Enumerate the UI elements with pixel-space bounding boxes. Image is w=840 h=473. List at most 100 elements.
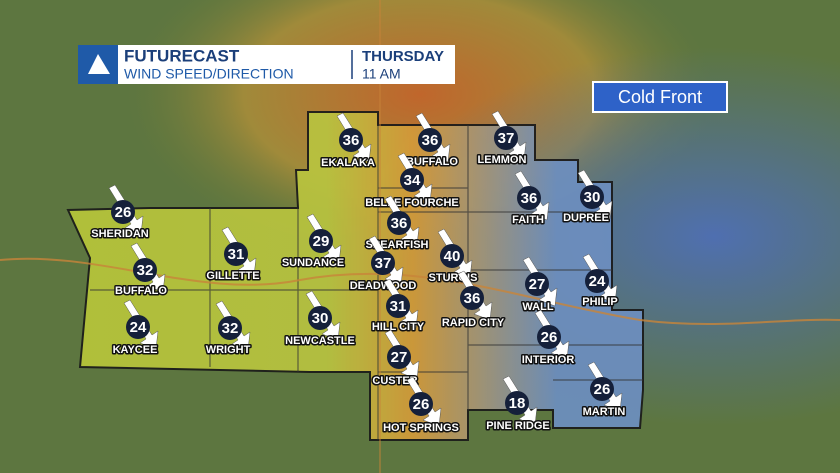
station-name: CUSTER bbox=[372, 375, 417, 387]
station: 30 DUPREE bbox=[562, 169, 613, 225]
station-name: NEWCASTLE bbox=[285, 335, 355, 347]
wind-speed: 30 bbox=[584, 189, 601, 206]
station-name: MARTIN bbox=[583, 406, 626, 418]
station-name: WALL bbox=[522, 301, 553, 313]
station: 27 CUSTER bbox=[371, 329, 420, 388]
wind-speed: 26 bbox=[413, 396, 430, 413]
speed-badge bbox=[308, 306, 332, 330]
header: FUTURECAST WIND SPEED/DIRECTION THURSDAY… bbox=[78, 45, 455, 84]
station-name: BUFFALO bbox=[115, 285, 167, 297]
wind-speed: 31 bbox=[390, 298, 407, 315]
station: 26 INTERIOR bbox=[520, 309, 576, 367]
station-name: SHERIDAN bbox=[91, 228, 149, 240]
station: 36 FAITH bbox=[511, 170, 550, 227]
wind-speed: 27 bbox=[391, 349, 408, 366]
wind-speed: 26 bbox=[115, 204, 132, 221]
speed-badge bbox=[126, 315, 150, 339]
front-legend: Cold Front bbox=[592, 81, 728, 113]
wind-speed: 27 bbox=[529, 276, 546, 293]
station-name: INTERIOR bbox=[522, 354, 575, 366]
header-subtitle: WIND SPEED/DIRECTION bbox=[124, 66, 294, 82]
station-name: BELLE FOURCHE bbox=[365, 197, 459, 209]
wind-speed: 18 bbox=[509, 395, 526, 412]
wind-speed: 37 bbox=[498, 130, 515, 147]
station-name: HILL CITY bbox=[372, 321, 425, 333]
station-name: WRIGHT bbox=[206, 344, 251, 356]
speed-badge bbox=[111, 200, 135, 224]
logo-mark bbox=[88, 54, 110, 74]
station: 36 EKALAKA bbox=[320, 112, 376, 170]
station: 26 SHERIDAN bbox=[90, 184, 150, 241]
station: 32 WRIGHT bbox=[204, 300, 252, 357]
speed-badge bbox=[418, 128, 442, 152]
header-time: 11 AM bbox=[362, 66, 401, 82]
speed-badge bbox=[218, 316, 242, 340]
speed-badge bbox=[133, 258, 157, 282]
speed-badge bbox=[339, 128, 363, 152]
station-name: PHILIP bbox=[582, 296, 617, 308]
station-name: BUFFALO bbox=[406, 156, 458, 168]
speed-badge bbox=[494, 126, 518, 150]
station-name: KAYCEE bbox=[113, 344, 158, 356]
speed-badge bbox=[440, 244, 464, 268]
speed-badge bbox=[409, 392, 433, 416]
station: 31 HILL CITY bbox=[370, 278, 426, 334]
header-title: FUTURECAST bbox=[124, 46, 240, 65]
wind-speed: 32 bbox=[222, 320, 239, 337]
speed-badge bbox=[400, 168, 424, 192]
station: 32 BUFFALO bbox=[114, 242, 169, 298]
speed-badge bbox=[309, 229, 333, 253]
speed-badge bbox=[371, 251, 395, 275]
wind-speed: 29 bbox=[313, 233, 330, 250]
wind-speed: 36 bbox=[422, 132, 439, 149]
wind-speed: 34 bbox=[404, 172, 421, 189]
station: 24 PHILIP bbox=[581, 253, 619, 309]
station-name: FAITH bbox=[512, 214, 544, 226]
speed-badge bbox=[517, 186, 541, 210]
station: 27 WALL bbox=[521, 256, 558, 314]
speed-badge bbox=[386, 294, 410, 318]
station: 31 GILLETTE bbox=[205, 226, 261, 283]
speed-badge bbox=[525, 272, 549, 296]
header-day: THURSDAY bbox=[362, 48, 444, 65]
station-name: GILLETTE bbox=[206, 270, 259, 282]
header-box bbox=[78, 45, 455, 84]
wind-speed: 31 bbox=[228, 246, 245, 263]
station-name: EKALAKA bbox=[321, 157, 375, 169]
station-name: LEMMON bbox=[478, 154, 527, 166]
station: 30 NEWCASTLE bbox=[284, 290, 356, 348]
station-name: DUPREE bbox=[563, 212, 609, 224]
speed-badge bbox=[580, 185, 604, 209]
speed-badge bbox=[537, 325, 561, 349]
station: 24 KAYCEE bbox=[111, 299, 159, 357]
station: 26 HOT SPRINGS bbox=[382, 376, 460, 435]
wind-speed: 26 bbox=[594, 381, 611, 398]
station-name: SUNDANCE bbox=[282, 257, 344, 269]
station: 36 RAPID CITY bbox=[440, 270, 506, 330]
station: 26 MARTIN bbox=[581, 361, 627, 419]
front-label: Cold Front bbox=[618, 87, 702, 107]
wind-speed: 24 bbox=[589, 273, 606, 290]
speed-badge bbox=[585, 269, 609, 293]
front-box bbox=[592, 81, 728, 113]
wind-speed: 36 bbox=[464, 290, 481, 307]
station: 37 DEADWOOD bbox=[348, 235, 418, 293]
wind-speed: 32 bbox=[137, 262, 154, 279]
wind-speed: 30 bbox=[312, 310, 329, 327]
station: 29 SUNDANCE bbox=[280, 213, 346, 270]
speed-badge bbox=[590, 377, 614, 401]
speed-badge bbox=[505, 391, 529, 415]
station: 36 BUFFALO bbox=[405, 112, 460, 169]
station: 18 PINE RIDGE bbox=[485, 375, 551, 433]
speed-badge bbox=[460, 286, 484, 310]
wind-speed: 36 bbox=[521, 190, 538, 207]
station-name: RAPID CITY bbox=[442, 317, 505, 329]
wind-speed: 24 bbox=[130, 319, 147, 336]
station-name: PINE RIDGE bbox=[486, 420, 550, 432]
wind-speed: 40 bbox=[444, 248, 461, 265]
station-name: HOT SPRINGS bbox=[383, 422, 459, 434]
wind-speed: 37 bbox=[375, 255, 392, 272]
stations: 36 EKALAKA 36 BUFFALO 37 LEMMON 34 BELLE FOURCH… bbox=[90, 110, 627, 435]
